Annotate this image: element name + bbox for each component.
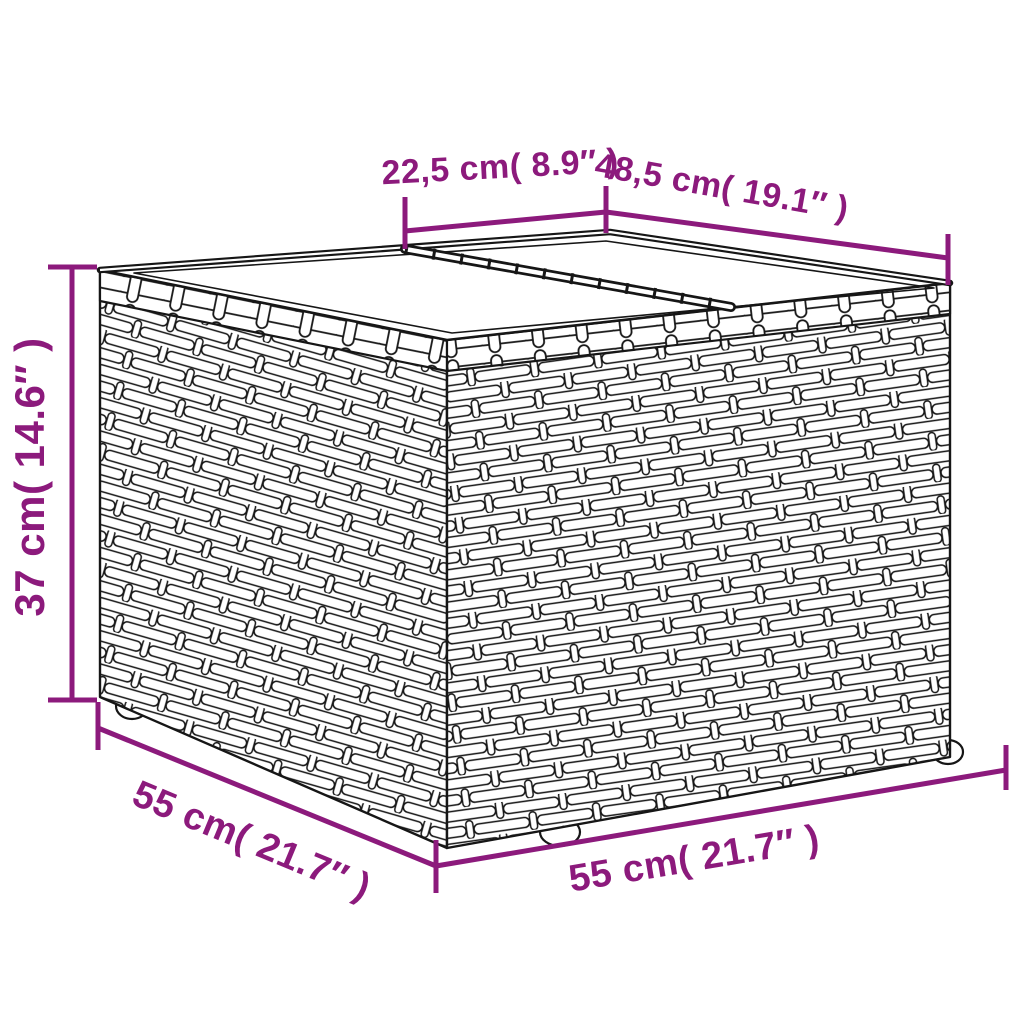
wicker-face-right [445,281,952,850]
top-panel-label: 22,5 cm( 8.9″ ) [381,142,620,192]
glass-divider-strip [400,243,736,313]
table-illustration [96,228,965,850]
glass-inset-edge [133,240,935,334]
height-label: 37 cm( 14.6″ ) [6,337,53,616]
dimension-height: 37 cm( 14.6″ ) [6,264,97,703]
width-label: 55 cm( 21.7″ ) [566,817,823,900]
top-back-edges [96,228,954,287]
